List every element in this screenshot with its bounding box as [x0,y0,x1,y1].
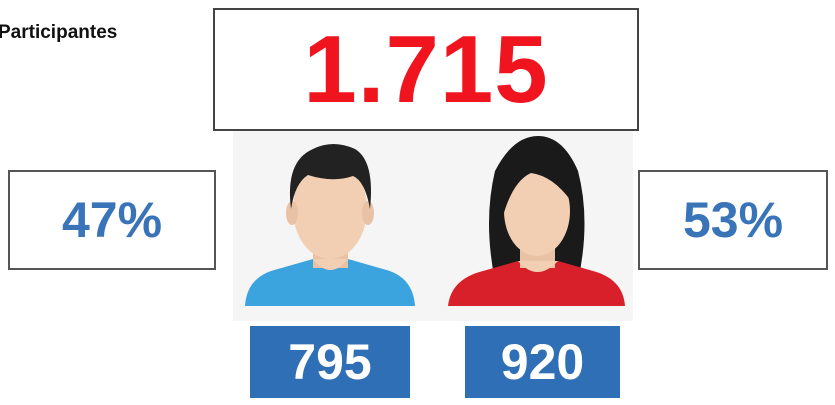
male-count: 795 [250,326,410,398]
male-avatar [245,144,415,306]
female-avatar [448,136,625,306]
avatars [233,131,633,321]
male-percent: 47% [8,170,216,270]
female-count: 920 [465,326,620,398]
total-count: 1.715 [213,8,639,131]
female-percent: 53% [638,170,828,270]
title: Participantes [0,22,118,43]
